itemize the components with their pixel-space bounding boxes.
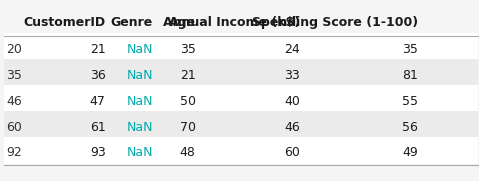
- FancyBboxPatch shape: [4, 3, 478, 35]
- Text: 35: 35: [402, 43, 418, 56]
- Text: NaN: NaN: [126, 95, 153, 108]
- Text: 93: 93: [90, 146, 105, 159]
- Text: 24: 24: [284, 43, 300, 56]
- Text: NaN: NaN: [126, 146, 153, 159]
- Text: 36: 36: [90, 69, 105, 82]
- FancyBboxPatch shape: [4, 33, 478, 61]
- FancyBboxPatch shape: [4, 85, 478, 113]
- Text: 47: 47: [90, 95, 105, 108]
- Text: 35: 35: [6, 69, 22, 82]
- Text: 55: 55: [402, 95, 418, 108]
- Text: 46: 46: [6, 95, 22, 108]
- Text: 56: 56: [402, 121, 418, 134]
- Text: 21: 21: [90, 43, 105, 56]
- Text: 81: 81: [402, 69, 418, 82]
- Text: NaN: NaN: [126, 43, 153, 56]
- Text: 60: 60: [284, 146, 300, 159]
- Text: 20: 20: [6, 43, 22, 56]
- Text: 49: 49: [403, 146, 418, 159]
- Text: 92: 92: [6, 146, 22, 159]
- Text: 21: 21: [180, 69, 195, 82]
- Text: Age: Age: [169, 16, 195, 29]
- Text: CustomerID: CustomerID: [23, 16, 105, 29]
- Text: NaN: NaN: [126, 69, 153, 82]
- Text: Annual Income (k$): Annual Income (k$): [163, 16, 300, 29]
- Text: 40: 40: [284, 95, 300, 108]
- FancyBboxPatch shape: [4, 137, 478, 165]
- Text: 48: 48: [180, 146, 195, 159]
- Text: 46: 46: [284, 121, 300, 134]
- Text: 70: 70: [180, 121, 195, 134]
- Text: Genre: Genre: [111, 16, 153, 29]
- FancyBboxPatch shape: [4, 111, 478, 139]
- FancyBboxPatch shape: [4, 59, 478, 87]
- Text: NaN: NaN: [126, 121, 153, 134]
- Text: Spending Score (1-100): Spending Score (1-100): [252, 16, 418, 29]
- Text: 35: 35: [180, 43, 195, 56]
- Text: 50: 50: [180, 95, 195, 108]
- Text: 33: 33: [284, 69, 300, 82]
- Text: 61: 61: [90, 121, 105, 134]
- Text: 60: 60: [6, 121, 22, 134]
